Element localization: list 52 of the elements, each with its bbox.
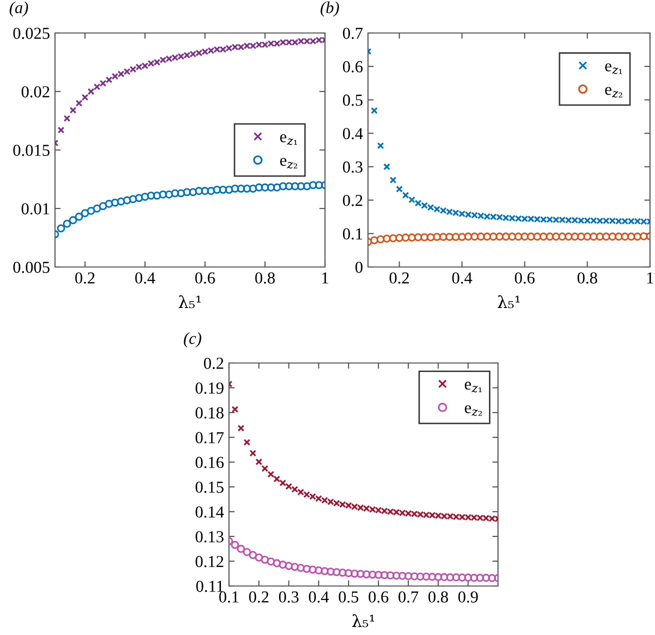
y-tick-label: 0.17 (196, 432, 224, 444)
x-tick-label: 0.8 (578, 272, 598, 284)
x-tick-label: 0.6 (368, 591, 388, 603)
legend-label: e$_{z₁}$ (605, 63, 622, 74)
y-tick-label: 0.11 (196, 580, 224, 592)
y-tick-label: 0.12 (196, 556, 224, 568)
y-tick-label: 0 (355, 262, 363, 273)
y-tick-label: 0.025 (13, 28, 50, 40)
y-tick-label: 0.14 (196, 506, 224, 518)
x-tick-label: 1 (322, 272, 328, 284)
y-tick-label: 0.01 (22, 203, 50, 215)
y-tick-label: 0.13 (196, 531, 224, 542)
legend-label: e$_{z₂}$ (280, 158, 298, 169)
legend-label: e$_{z₂}$ (464, 405, 482, 416)
x-tick-label: 0.2 (75, 272, 94, 284)
y-tick-label: 0.15 (196, 482, 224, 493)
x-tick-label: 1 (647, 272, 654, 284)
x-tick-label: 0.6 (514, 272, 535, 284)
legend-label: e$_{z₂}$ (605, 86, 622, 98)
y-tick-label: 0.02 (22, 86, 50, 98)
y-tick-label: 0.16 (196, 456, 224, 468)
y-tick-label: 0.19 (196, 382, 224, 394)
chart-title: (a) (10, 2, 28, 17)
x-tick-label: 0.8 (428, 591, 448, 603)
y-tick-label: 0.2 (204, 358, 224, 370)
y-tick-label: 0.6 (342, 61, 363, 72)
x-tick-label: 0.4 (135, 272, 156, 284)
x-axis-title: λ₅¹ (352, 614, 374, 628)
y-tick-label: 0.2 (342, 194, 362, 206)
x-tick-label: 0.2 (249, 591, 268, 603)
y-tick-label: 0.5 (342, 94, 362, 106)
x-tick-label: 0.2 (390, 272, 409, 284)
x-tick-label: 0.4 (308, 591, 329, 603)
y-tick-label: 0.1 (342, 228, 362, 240)
chart-title: (b) (320, 2, 339, 17)
legend-label: e$_{z₁}$ (464, 382, 482, 392)
x-axis-title: λ₅¹ (178, 295, 201, 308)
y-tick-label: 0.3 (342, 161, 362, 173)
x-tick-label: 0.7 (398, 591, 418, 603)
legend-label: e$_{z₁}$ (280, 134, 297, 146)
y-tick-label: 0.7 (342, 28, 363, 40)
chart-title: (c) (184, 332, 202, 348)
y-tick-label: 0.4 (342, 128, 363, 140)
y-tick-label: 0.005 (13, 262, 50, 274)
x-tick-label: 0.3 (278, 591, 299, 603)
x-axis-title: λ₅¹ (498, 295, 520, 308)
y-tick-label: 0.18 (196, 407, 224, 419)
x-tick-label: 0.1 (219, 591, 238, 603)
x-tick-label: 0.9 (458, 591, 478, 603)
y-tick-label: 0.015 (13, 144, 50, 156)
x-tick-label: 0.8 (255, 272, 275, 284)
x-tick-label: 0.4 (452, 272, 472, 284)
